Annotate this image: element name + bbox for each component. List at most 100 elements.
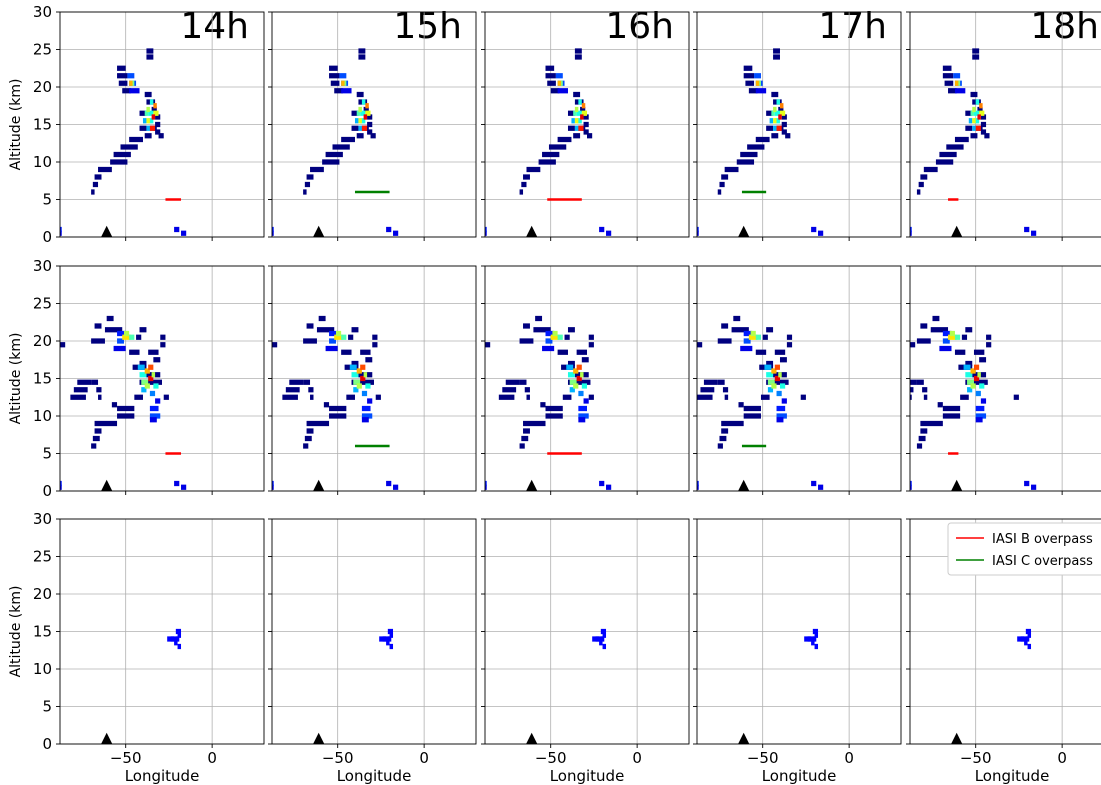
- heat-cell: [574, 125, 582, 131]
- heat-cell: [117, 73, 128, 79]
- heat-cell: [717, 379, 725, 385]
- heat-cell: [94, 174, 102, 180]
- heat-cell: [576, 349, 587, 355]
- heat-cell: [170, 636, 175, 642]
- heat-cell: [779, 357, 787, 363]
- heat-cell: [724, 166, 739, 173]
- heat-cell: [351, 360, 359, 367]
- heat-cell: [574, 48, 582, 54]
- heat-cell: [968, 118, 973, 124]
- heat-cell: [94, 428, 102, 434]
- heat-cell: [372, 334, 378, 340]
- heat-cell: [916, 189, 921, 195]
- heat-cell: [743, 405, 761, 412]
- heat-cell: [743, 330, 753, 337]
- heat-cell: [920, 174, 928, 180]
- heat-cell: [910, 342, 916, 348]
- heat-cell: [980, 121, 987, 128]
- heat-cell: [122, 334, 131, 340]
- heat-cell: [303, 189, 307, 195]
- heat-cell: [106, 315, 114, 322]
- heat-cell: [717, 189, 722, 195]
- heat-cell: [329, 73, 340, 79]
- heat-cell: [155, 398, 161, 404]
- data-layer: [526, 628, 607, 744]
- heat-cell: [361, 99, 366, 105]
- heat-cell: [583, 114, 589, 120]
- heat-cell: [595, 636, 600, 642]
- heat-cell: [717, 443, 723, 449]
- heat-cell: [920, 420, 943, 427]
- volcano-marker: [313, 225, 325, 237]
- heat-cell: [1020, 636, 1025, 642]
- heat-cell: [358, 125, 366, 131]
- heat-cell: [361, 413, 373, 419]
- heat-cell: [146, 125, 154, 131]
- heat-cell: [774, 118, 780, 124]
- heat-cell: [942, 413, 961, 419]
- heat-cell: [526, 166, 541, 173]
- heat-cell: [946, 144, 964, 150]
- heat-cell: [365, 383, 371, 389]
- heat-cell: [932, 315, 940, 322]
- heat-cell: [697, 342, 703, 348]
- volcano-marker: [313, 732, 325, 744]
- y-tick-label: 0: [42, 735, 52, 753]
- heat-cell: [1027, 643, 1032, 650]
- y-tick-label: 25: [33, 295, 52, 313]
- heat-cell: [918, 435, 926, 442]
- heat-cell: [580, 372, 584, 378]
- heat-cell: [754, 73, 761, 79]
- heat-cell: [175, 636, 180, 642]
- heat-cell: [523, 323, 530, 329]
- heat-cell: [574, 118, 579, 124]
- heat-cell: [322, 159, 340, 165]
- heat-cell: [697, 480, 699, 487]
- heat-cell: [574, 106, 579, 113]
- heat-cell: [308, 387, 314, 393]
- volcano-marker: [526, 225, 538, 237]
- column-title: 18h: [1030, 6, 1099, 47]
- volcano-marker: [951, 479, 963, 491]
- heat-cell: [139, 360, 147, 367]
- heat-cell: [569, 379, 577, 385]
- heat-cell: [743, 65, 753, 71]
- heat-cell: [578, 125, 584, 131]
- heat-cell: [358, 48, 366, 54]
- heat-cell: [139, 327, 147, 333]
- heat-cell: [818, 484, 824, 490]
- heat-cell: [358, 54, 366, 60]
- heat-cell: [149, 390, 156, 397]
- heat-cell: [771, 368, 777, 374]
- panel: [693, 11, 902, 241]
- heat-cell: [289, 379, 304, 385]
- heat-cell: [363, 372, 368, 378]
- heat-cell: [776, 405, 786, 412]
- heat-cell: [339, 73, 347, 79]
- heat-cell: [353, 387, 359, 393]
- column-title: 15h: [393, 6, 462, 47]
- heat-cell: [325, 345, 338, 352]
- data-layer: [697, 315, 824, 491]
- heat-cell: [578, 413, 589, 419]
- heat-cell: [975, 413, 987, 419]
- heat-cell: [814, 643, 819, 650]
- heat-cell: [766, 372, 774, 378]
- heat-cell: [588, 342, 594, 348]
- heat-cell: [360, 364, 366, 370]
- heat-cell: [91, 189, 95, 195]
- heat-cell: [332, 144, 350, 150]
- heat-cell: [973, 110, 980, 116]
- heat-cell: [110, 159, 128, 165]
- heat-cell: [141, 379, 149, 385]
- volcano-marker: [526, 479, 538, 491]
- heat-cell: [747, 144, 765, 150]
- heat-cell: [545, 405, 563, 412]
- heat-cell: [970, 368, 976, 374]
- heat-cell: [977, 372, 981, 378]
- heat-cell: [382, 636, 387, 642]
- heat-cell: [778, 106, 784, 113]
- heat-cell: [149, 417, 157, 423]
- heat-cell: [552, 330, 558, 337]
- heat-cell: [764, 364, 772, 370]
